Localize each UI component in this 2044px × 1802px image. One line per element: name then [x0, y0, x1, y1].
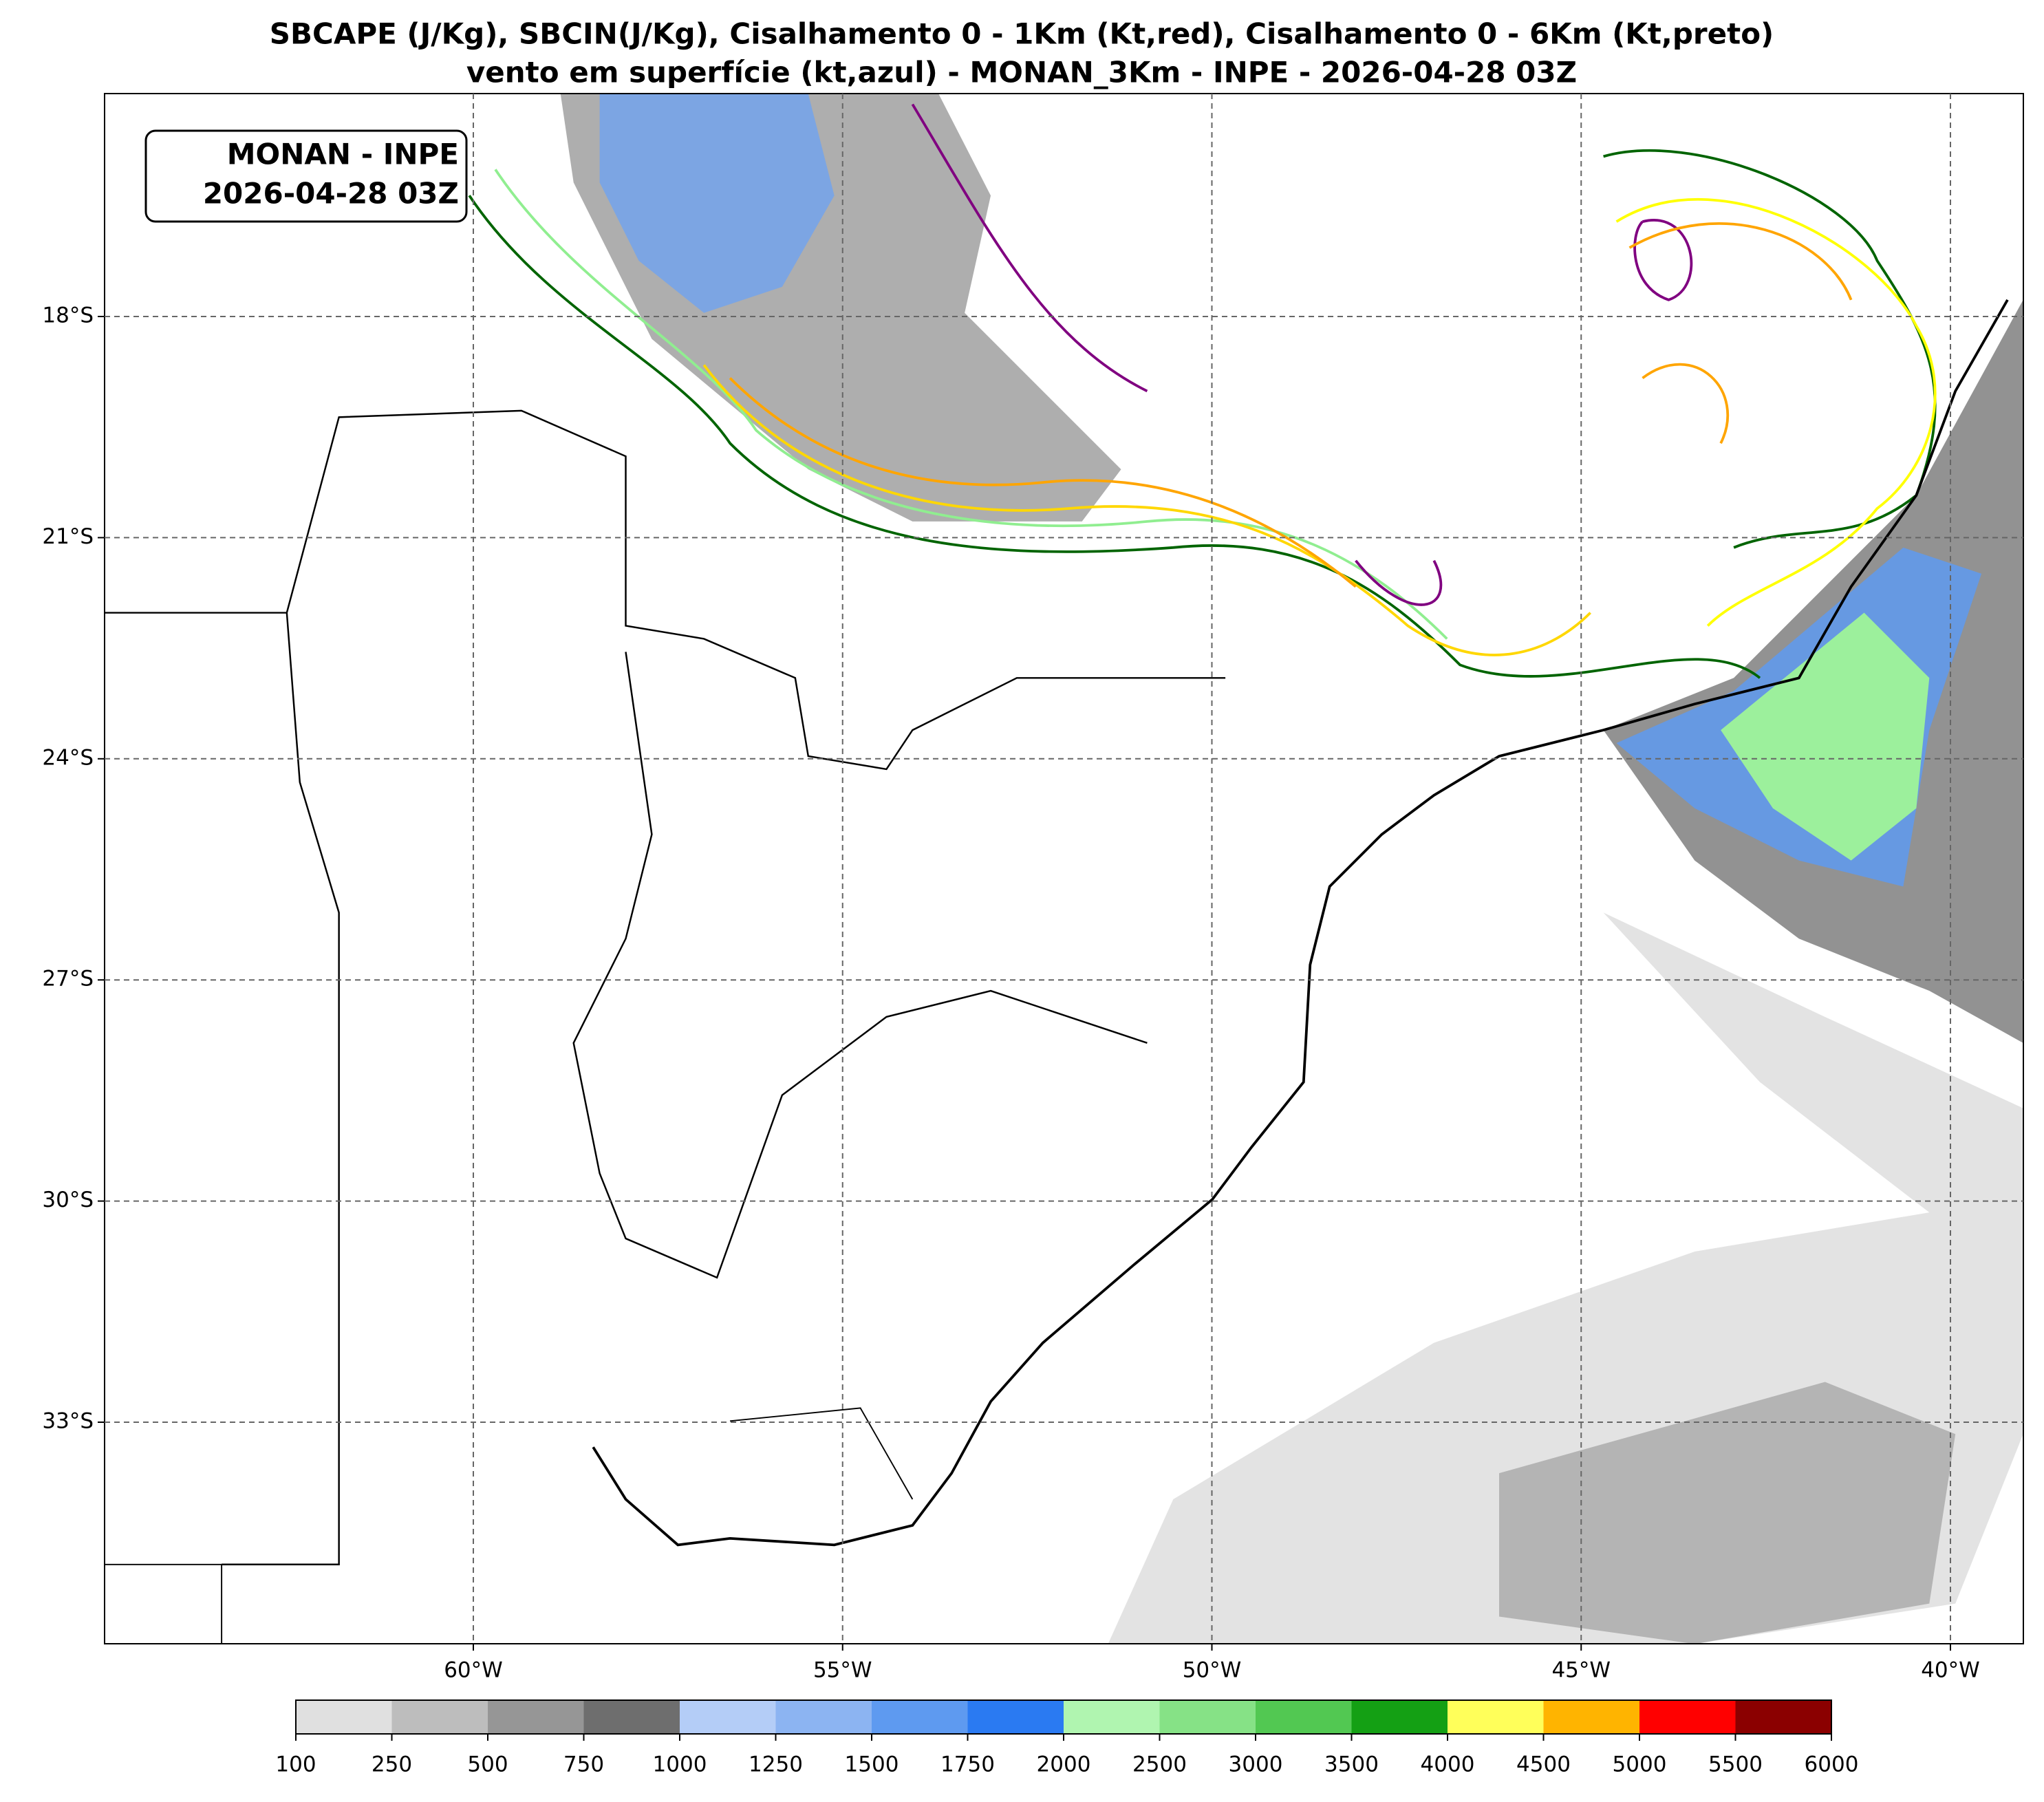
colorbar-segment [296, 1700, 392, 1734]
plot-frame [104, 93, 2024, 1644]
colorbar-tick-label: 3500 [1324, 1752, 1379, 1777]
colorbar-segment [583, 1700, 680, 1734]
borders [105, 299, 2009, 1644]
title-line: vento em superfície (kt,azul) - MONAN_3K… [466, 56, 1577, 89]
colorbar-tick-label: 5500 [1708, 1752, 1763, 1777]
colorbar-segment [680, 1700, 776, 1734]
cape-shading [1499, 1382, 1956, 1644]
lat-tick-label: 21°S [42, 524, 94, 549]
colorbar-segment [1256, 1700, 1352, 1734]
colorbar-tick-label: 4500 [1516, 1752, 1571, 1777]
lon-tick-label: 60°W [444, 1658, 503, 1683]
lat-tick-label: 18°S [42, 303, 94, 328]
map-layers [105, 94, 2023, 1644]
colorbar-tick-label: 1250 [749, 1752, 803, 1777]
colorbar-tick-label: 250 [372, 1752, 412, 1777]
colorbar-tick-label: 100 [275, 1752, 316, 1777]
lat-tick-label: 33°S [42, 1409, 94, 1434]
lon-tick-label: 50°W [1183, 1658, 1242, 1683]
colorbar-tick-label: 1750 [940, 1752, 995, 1777]
colorbar-segment [967, 1700, 1064, 1734]
colorbar-segment [872, 1700, 968, 1734]
colorbar-segment [391, 1700, 488, 1734]
label-box [144, 129, 468, 223]
colorbar-tick-label: 5000 [1613, 1752, 1667, 1777]
contours [468, 103, 1937, 679]
label-box-text: MONAN - INPE [227, 138, 459, 171]
map-shading [468, 94, 2023, 1644]
colorbar-tick-label: 500 [467, 1752, 508, 1777]
lat-tick-label: 30°S [42, 1188, 94, 1212]
colorbar-segment [1735, 1700, 1832, 1734]
colorbar-tick-label: 3000 [1229, 1752, 1283, 1777]
colorbar-tick-label: 4000 [1421, 1752, 1475, 1777]
colorbar-tick-label: 6000 [1805, 1752, 1859, 1777]
lon-tick-label: 55°W [813, 1658, 872, 1683]
cape-shading [1721, 612, 1930, 861]
cape-shading [599, 94, 835, 313]
colorbar-segment [1351, 1700, 1448, 1734]
colorbar-tick-label: 750 [563, 1752, 604, 1777]
colorbar-segment [1639, 1700, 1736, 1734]
lon-tick-label: 45°W [1551, 1658, 1611, 1683]
colorbar-tick-label: 1500 [845, 1752, 899, 1777]
colorbar-segment [1448, 1700, 1544, 1734]
colorbar-segment [775, 1700, 872, 1734]
colorbar-tick-label: 2000 [1037, 1752, 1091, 1777]
lat-tick-label: 24°S [42, 745, 94, 770]
colorbar-segment [1064, 1700, 1160, 1734]
title-line: SBCAPE (J/Kg), SBCIN(J/Kg), Cisalhamento… [270, 17, 1774, 51]
colorbar-segment [1543, 1700, 1640, 1734]
colorbar-tick-label: 1000 [653, 1752, 707, 1777]
label-box-text: 2026-04-28 03Z [203, 177, 459, 211]
lon-tick-label: 40°W [1921, 1658, 1980, 1683]
colorbar-segment [488, 1700, 584, 1734]
colorbar-tick-label: 2500 [1132, 1752, 1187, 1777]
colorbar-segment [1159, 1700, 1256, 1734]
lat-tick-label: 27°S [42, 967, 94, 991]
